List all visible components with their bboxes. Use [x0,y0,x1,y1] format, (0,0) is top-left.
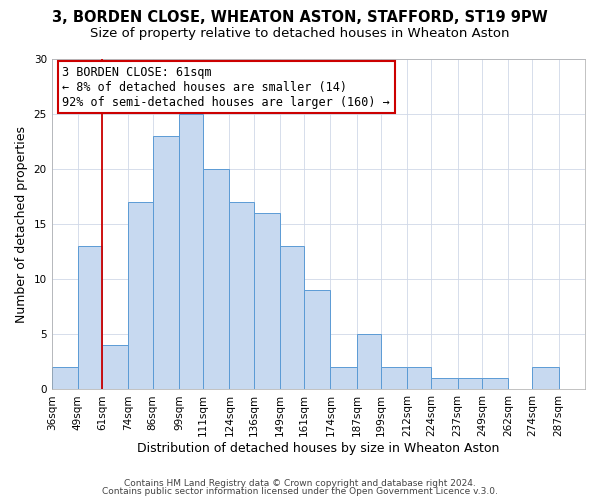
Bar [482,378,508,390]
Bar [152,136,179,390]
Bar [431,378,458,390]
Bar [304,290,331,390]
Y-axis label: Number of detached properties: Number of detached properties [15,126,28,322]
Bar [532,368,559,390]
X-axis label: Distribution of detached houses by size in Wheaton Aston: Distribution of detached houses by size … [137,442,500,455]
Bar [458,378,482,390]
Bar [52,368,78,390]
Bar [203,169,229,390]
Bar [331,368,357,390]
Text: Contains public sector information licensed under the Open Government Licence v.: Contains public sector information licen… [102,487,498,496]
Text: Contains HM Land Registry data © Crown copyright and database right 2024.: Contains HM Land Registry data © Crown c… [124,478,476,488]
Text: 3 BORDEN CLOSE: 61sqm
← 8% of detached houses are smaller (14)
92% of semi-detac: 3 BORDEN CLOSE: 61sqm ← 8% of detached h… [62,66,390,108]
Bar [128,202,152,390]
Bar [254,213,280,390]
Bar [78,246,102,390]
Bar [179,114,203,390]
Bar [102,346,128,390]
Bar [280,246,304,390]
Bar [357,334,381,390]
Text: Size of property relative to detached houses in Wheaton Aston: Size of property relative to detached ho… [90,28,510,40]
Text: 3, BORDEN CLOSE, WHEATON ASTON, STAFFORD, ST19 9PW: 3, BORDEN CLOSE, WHEATON ASTON, STAFFORD… [52,10,548,25]
Bar [381,368,407,390]
Bar [407,368,431,390]
Bar [229,202,254,390]
